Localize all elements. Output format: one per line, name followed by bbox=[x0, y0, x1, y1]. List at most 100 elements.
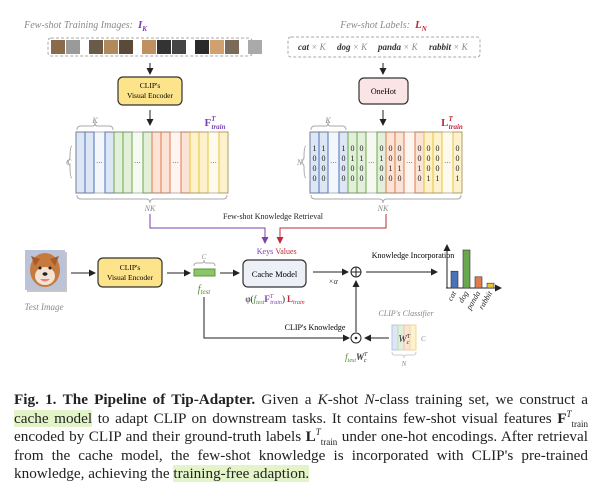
training-image-thumbnail bbox=[142, 40, 156, 54]
training-image-thumbnail bbox=[210, 40, 224, 54]
clip-knowledge-label: CLIP's Knowledge bbox=[285, 323, 346, 332]
values-arrow bbox=[276, 214, 387, 244]
matrix-column bbox=[104, 131, 115, 194]
onehot-value: 0 bbox=[351, 144, 355, 153]
bar-label-rabbit: rabbit bbox=[477, 289, 495, 311]
matrix-ellipsis-column bbox=[132, 132, 143, 193]
labels-box bbox=[287, 36, 481, 58]
caption-text: encoded by CLIP and their ground-truth l… bbox=[14, 428, 306, 446]
classifier-n-brace bbox=[391, 351, 417, 359]
onehot-value: 1 bbox=[342, 144, 346, 153]
matrix-column bbox=[218, 131, 229, 194]
label-panda: panda × K bbox=[377, 42, 419, 52]
training-image-thumbnail bbox=[172, 40, 186, 54]
onehot-value: 1 bbox=[427, 174, 431, 183]
cache-formula: φ(ftestFT train) Ltrain bbox=[245, 294, 304, 306]
caption-f-sup: T bbox=[566, 408, 572, 419]
labels-symbol: LN bbox=[414, 19, 428, 33]
ellipsis: ··· bbox=[406, 159, 413, 167]
alpha-label: ×α bbox=[328, 277, 338, 286]
classifier-c-label: C bbox=[421, 335, 426, 343]
onehot-value: 0 bbox=[427, 144, 431, 153]
training-image-thumbnail bbox=[66, 40, 80, 54]
onehot-value: 1 bbox=[313, 144, 317, 153]
onehot-value: 0 bbox=[436, 154, 440, 163]
matrix-column bbox=[189, 131, 200, 194]
onehot-value: 1 bbox=[360, 154, 364, 163]
training-images-symbol: IK bbox=[137, 19, 148, 33]
knowledge-incorporation-label: Knowledge Incorporation bbox=[372, 251, 454, 260]
retrieval-title: Few-shot Knowledge Retrieval bbox=[223, 212, 324, 221]
k-brace-right bbox=[310, 121, 347, 131]
onehot-value: 0 bbox=[456, 154, 460, 163]
classifier-title: CLIP's Classifier bbox=[378, 309, 434, 318]
k-label-right: K bbox=[324, 116, 331, 125]
onehot-value: 0 bbox=[380, 164, 384, 173]
feature-matrix: ··· ··· ··· ··· bbox=[75, 131, 229, 194]
onehot-value: 0 bbox=[456, 164, 460, 173]
bar-dog bbox=[462, 249, 471, 289]
label-dog: dog × K bbox=[337, 42, 368, 52]
onehot-value: 1 bbox=[380, 154, 384, 163]
values-label: Values bbox=[275, 247, 296, 256]
onehot-value: 0 bbox=[427, 154, 431, 163]
onehot-value: 0 bbox=[342, 154, 346, 163]
onehot-value: 0 bbox=[380, 174, 384, 183]
matrix-ellipsis-column bbox=[404, 132, 415, 193]
onehot-value: 0 bbox=[322, 174, 326, 183]
n-brace bbox=[301, 145, 307, 179]
pipeline-diagram: Few-shot Training Images: IK CLIP's Visu… bbox=[23, 19, 502, 368]
training-image-thumbnail bbox=[104, 40, 118, 54]
onehot-value: 0 bbox=[351, 174, 355, 183]
matrix-column bbox=[160, 131, 171, 194]
caption-highlight-cache-model: cache model bbox=[14, 409, 93, 427]
ellipsis: ··· bbox=[210, 159, 217, 167]
onehot-value: 0 bbox=[313, 174, 317, 183]
bar-panda bbox=[474, 276, 483, 289]
onehot-value: 0 bbox=[360, 144, 364, 153]
visual-encoder-top bbox=[117, 76, 183, 106]
caption-fig-number: Fig. 1. bbox=[14, 391, 57, 408]
cache-model-label: Cache Model bbox=[252, 269, 298, 279]
cache-model-box bbox=[242, 259, 307, 288]
ellipsis: ··· bbox=[444, 159, 451, 167]
training-images-title: Few-shot Training Images: bbox=[23, 20, 133, 31]
k-label: K bbox=[91, 116, 98, 125]
keys-label: Keys bbox=[257, 247, 273, 256]
test-image-label: Test Image bbox=[25, 302, 64, 312]
training-image-thumbnail bbox=[225, 40, 239, 54]
onehot-value: 0 bbox=[398, 144, 402, 153]
onehot-value: 0 bbox=[380, 144, 384, 153]
matrix-column bbox=[151, 131, 162, 194]
product-label: ftestWT c bbox=[345, 352, 368, 364]
classifier-matrix bbox=[391, 324, 417, 351]
onehot-value: 0 bbox=[389, 144, 393, 153]
training-image-thumbnail bbox=[195, 40, 209, 54]
caption-f: F bbox=[557, 409, 567, 427]
ellipsis: ··· bbox=[134, 159, 141, 167]
keys-arrow bbox=[149, 214, 269, 244]
matrix-border bbox=[75, 131, 229, 194]
matrix-column bbox=[180, 131, 191, 194]
matrix-ellipsis-column bbox=[442, 132, 453, 193]
visual-encoder-bottom bbox=[97, 257, 163, 288]
caption-text: to adapt CLIP on downstream tasks. It co… bbox=[92, 409, 558, 427]
onehot-value: 1 bbox=[456, 174, 460, 183]
ftest-vector bbox=[193, 268, 216, 277]
caption-text: -class training set, we construct a bbox=[374, 391, 589, 408]
training-image-thumbnail bbox=[51, 40, 65, 54]
onehot-value: 0 bbox=[313, 154, 317, 163]
onehot-value: 0 bbox=[389, 174, 393, 183]
onehot-value: 1 bbox=[418, 164, 422, 173]
matrix-column bbox=[84, 131, 95, 194]
bar-rabbit bbox=[486, 282, 495, 289]
ftest-label: ftest bbox=[198, 284, 212, 296]
classifier-label: WT c bbox=[398, 334, 410, 346]
onehot-value: 0 bbox=[351, 164, 355, 173]
training-images-strip bbox=[47, 37, 253, 57]
ellipsis: ··· bbox=[368, 159, 375, 167]
encoder-label-line1: CLIP's bbox=[140, 81, 161, 90]
onehot-value: 1 bbox=[322, 144, 326, 153]
c-dim-label: C bbox=[66, 158, 72, 167]
